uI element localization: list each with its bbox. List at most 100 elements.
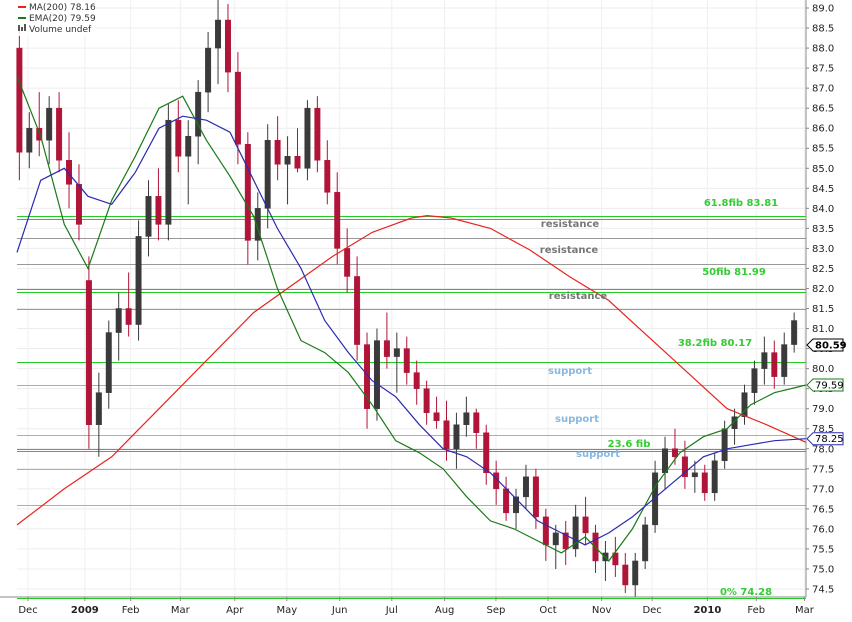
- y-tick-label: 82.0: [812, 284, 834, 295]
- candlestick: [701, 464, 708, 501]
- candlestick: [791, 312, 798, 353]
- x-tick-label: Mar: [795, 605, 815, 616]
- y-tick-label: 85.0: [812, 164, 834, 175]
- candlestick: [721, 420, 728, 469]
- candlestick: [244, 132, 251, 265]
- candle-body: [36, 127, 43, 141]
- candle-body: [562, 532, 569, 550]
- x-tick-label: Aug: [435, 605, 455, 616]
- candle-body: [324, 160, 331, 193]
- candle-body: [135, 236, 142, 325]
- x-tick-label: Apr: [226, 605, 244, 616]
- candle-body: [314, 107, 321, 161]
- candlestick: [373, 328, 380, 421]
- candlestick: [36, 92, 43, 157]
- y-tick-label: 76.0: [812, 524, 834, 535]
- candle-body: [234, 71, 241, 145]
- candle-body: [364, 344, 371, 409]
- candlestick: [26, 112, 33, 169]
- candlestick: [215, 0, 222, 85]
- candlestick: [195, 80, 202, 165]
- candlestick: [185, 120, 192, 205]
- y-tick-label: 78.0: [812, 444, 834, 455]
- candlestick: [205, 32, 212, 113]
- candlestick: [115, 292, 122, 361]
- candlestick: [105, 320, 112, 409]
- candlestick: [393, 332, 400, 393]
- ema20-line: [16, 75, 807, 562]
- candlestick: [552, 524, 559, 569]
- level-annotation: support: [576, 449, 620, 460]
- candlestick: [473, 408, 480, 449]
- y-tick-label: 80.0: [812, 364, 834, 375]
- x-tick-label: Mar: [171, 605, 191, 616]
- candle-body: [145, 196, 152, 237]
- x-tick-label: Dec: [18, 605, 37, 616]
- candle-body: [463, 412, 470, 425]
- candle-body: [56, 107, 63, 161]
- level-annotation: resistance: [549, 291, 608, 302]
- candle-body: [582, 516, 589, 534]
- y-tick-label: 84.5: [812, 184, 834, 195]
- candlestick: [145, 180, 152, 257]
- candle-body: [503, 488, 510, 514]
- y-tick-label: 75.5: [812, 544, 834, 555]
- candle-body: [483, 432, 490, 474]
- candlestick: [75, 164, 82, 241]
- candle-body: [513, 496, 520, 514]
- candlestick: [344, 228, 351, 293]
- candle-body: [373, 340, 380, 409]
- candlestick: [85, 256, 92, 449]
- level-annotation: 50fib 81.99: [702, 267, 766, 278]
- y-tick-label: 83.5: [812, 224, 834, 235]
- candlestick: [254, 192, 261, 261]
- candle-body: [254, 208, 261, 241]
- x-tick-label: Feb: [747, 605, 765, 616]
- x-tick-label: Feb: [122, 605, 140, 616]
- candlestick: [761, 336, 768, 385]
- candle-body: [622, 564, 629, 586]
- candlestick: [403, 336, 410, 385]
- candlestick: [165, 104, 172, 241]
- candlestick: [354, 256, 361, 361]
- candle-body: [294, 156, 301, 169]
- y-tick-label: 77.5: [812, 464, 834, 475]
- y-tick-label: 88.5: [812, 24, 834, 35]
- candlestick: [324, 140, 331, 205]
- candlestick: [632, 552, 639, 597]
- y-tick-label: 83.0: [812, 244, 834, 255]
- candlestick: [16, 28, 23, 181]
- x-tick-label: Jun: [331, 605, 348, 616]
- legend-swatch: [21, 27, 23, 31]
- candle-body: [354, 276, 361, 345]
- value-tag: 79.59: [806, 378, 844, 392]
- y-tick-label: 85.5: [812, 144, 834, 155]
- candle-body: [691, 472, 698, 478]
- candlestick: [642, 516, 649, 569]
- candlesticks: [16, 0, 798, 597]
- candle-body: [215, 19, 222, 49]
- candle-body: [443, 420, 450, 450]
- candle-body: [701, 472, 708, 494]
- candlestick: [125, 272, 132, 337]
- x-tick-label: Dec: [642, 605, 661, 616]
- candle-body: [791, 320, 798, 345]
- value-tag-box: [806, 338, 844, 352]
- candle-body: [522, 476, 529, 498]
- candle-body: [741, 392, 748, 417]
- candle-body: [761, 352, 768, 369]
- candle-body: [244, 143, 251, 241]
- candle-body: [413, 372, 420, 389]
- y-axis: 74.5 75.0 75.5 76.0 76.5 77.0 77.5 78.0 78.5 79.0…: [805, 0, 847, 597]
- y-tick-label: 86.5: [812, 104, 834, 115]
- candle-body: [711, 460, 718, 494]
- candle-body: [423, 388, 430, 413]
- candle-body: [115, 308, 122, 333]
- candlestick: [274, 116, 281, 181]
- candle-body: [344, 248, 351, 277]
- candle-body: [731, 416, 738, 429]
- candlestick: [731, 408, 738, 445]
- candle-body: [453, 424, 460, 450]
- candlestick: [433, 396, 440, 429]
